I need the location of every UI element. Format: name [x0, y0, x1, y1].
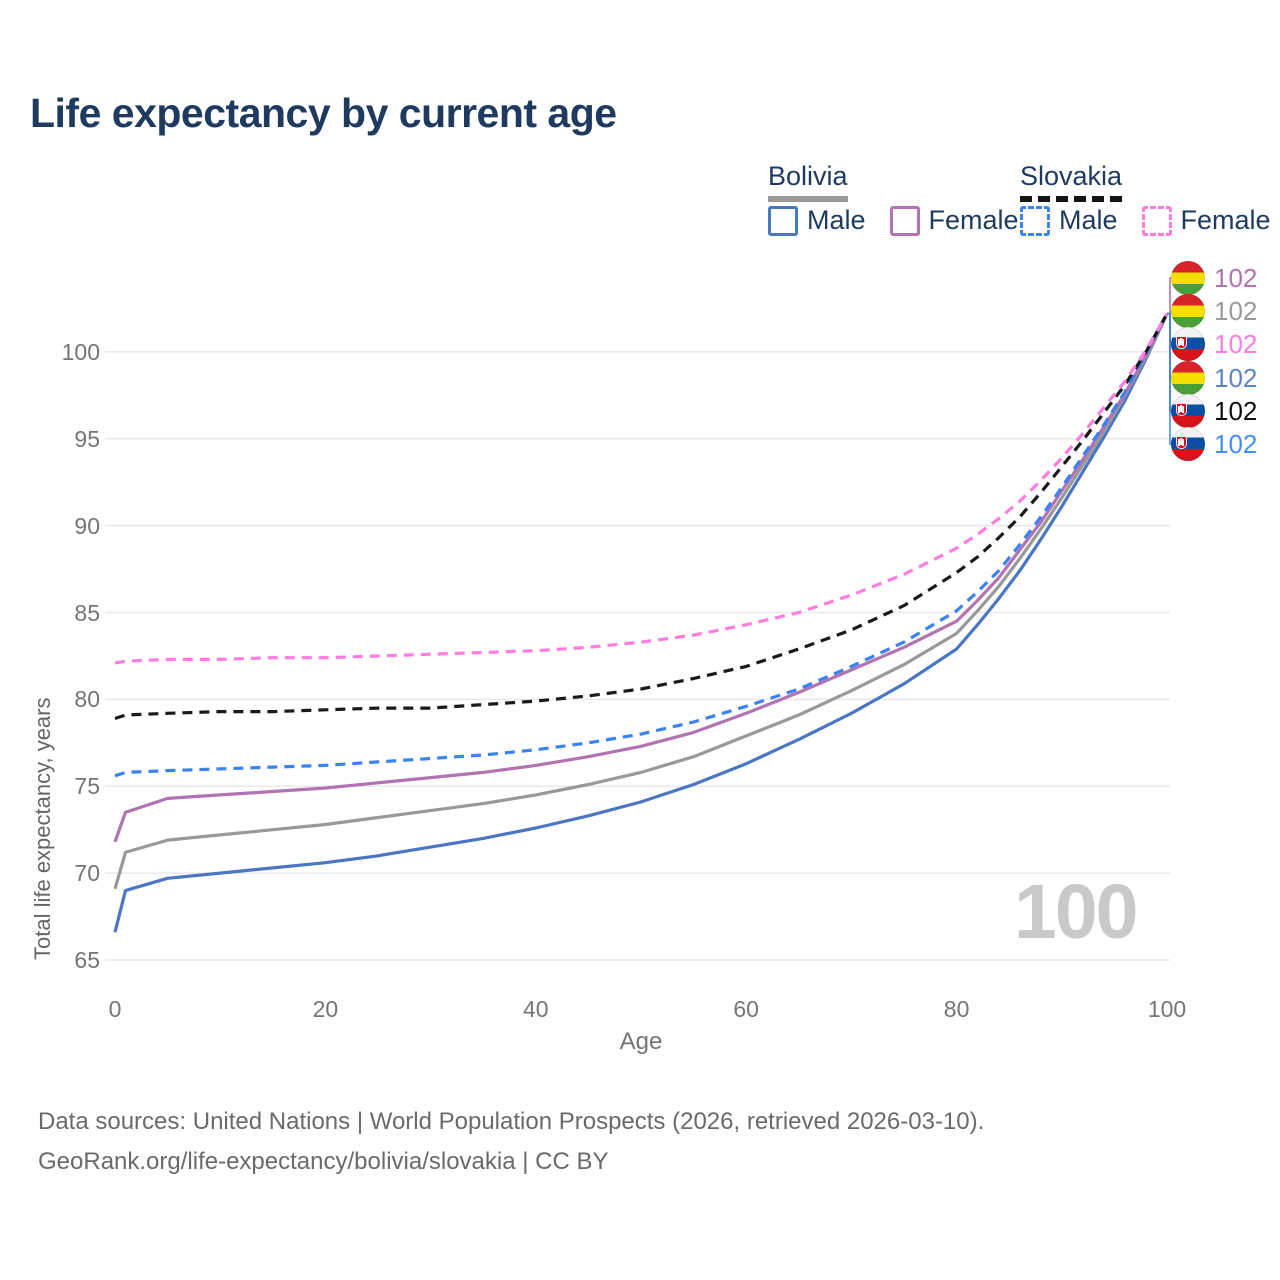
legend-label-slovakia-female: Female [1180, 205, 1271, 235]
x-tick-label: 80 [943, 996, 970, 1022]
y-tick-label: 80 [74, 686, 100, 713]
legend-group-bolivia: Bolivia Male Female [768, 161, 1019, 236]
legend-label-bolivia-female: Female [928, 205, 1019, 235]
end-label-row: 102 [1171, 360, 1258, 395]
y-tick-label: 85 [74, 599, 100, 626]
end-label-row: 102 [1171, 261, 1257, 295]
age-watermark: 100 [1014, 869, 1138, 955]
data-sources-text: Data sources: United Nations | World Pop… [38, 1108, 985, 1135]
end-label-row: 102 [1171, 294, 1258, 329]
bolivia-flag-icon [1171, 294, 1205, 329]
series-line-slovakia-both-sexes [114, 312, 1169, 721]
bolivia-line-style-swatch [768, 196, 848, 202]
x-tick-label: 20 [312, 996, 339, 1022]
legend-group-slovakia: Slovakia Male Female [1020, 161, 1271, 236]
end-value-label: 102 [1214, 263, 1258, 293]
series-line-bolivia-both-sexes [113, 313, 1169, 890]
legend-label-bolivia-male: Male [807, 205, 866, 235]
legend-swatch-bolivia-female[interactable] [889, 205, 920, 236]
series-line-slovakia-female [114, 312, 1169, 665]
slovakia-line-style-swatch [1020, 196, 1123, 202]
y-tick-label: 100 [61, 338, 100, 365]
slovakia-flag-icon [1171, 427, 1205, 461]
end-value-label: 102 [1214, 329, 1258, 360]
slovakia-flag-icon [1171, 327, 1205, 362]
y-tick-label: 75 [74, 773, 100, 800]
bolivia-flag-icon [1171, 261, 1205, 295]
y-tick-label: 65 [74, 947, 100, 973]
x-axis-title: Age [619, 1028, 663, 1055]
end-label-row: 102 [1171, 327, 1258, 362]
legend-item-bolivia-male[interactable]: Male [768, 205, 866, 236]
legend-country-bolivia[interactable]: Bolivia [768, 161, 848, 191]
legend-item-bolivia-female[interactable]: Female [889, 205, 1019, 236]
legend-item-slovakia-female[interactable]: Female [1141, 205, 1271, 236]
legend-swatch-bolivia-male[interactable] [768, 205, 798, 236]
x-tick-label: 0 [108, 996, 122, 1022]
y-tick-label: 90 [74, 512, 100, 539]
x-tick-label: 60 [733, 996, 759, 1022]
end-value-label: 102 [1214, 395, 1258, 426]
legend-label-slovakia-male: Male [1059, 205, 1118, 235]
end-label-row: 102 [1171, 393, 1258, 428]
bolivia-flag-icon [1171, 360, 1205, 395]
legend-item-slovakia-male[interactable]: Male [1020, 205, 1118, 236]
attribution-link-text: GeoRank.org/life-expectancy/bolivia/slov… [38, 1148, 609, 1175]
series-line-slovakia-male [114, 312, 1169, 778]
legend-swatch-slovakia-male[interactable] [1020, 205, 1050, 236]
end-label-row: 102 [1171, 427, 1257, 461]
slovakia-flag-icon [1171, 393, 1205, 428]
legend-country-slovakia[interactable]: Slovakia [1020, 161, 1123, 191]
x-tick-label: 40 [523, 996, 549, 1022]
end-value-label: 102 [1214, 429, 1258, 459]
end-value-label: 102 [1214, 296, 1258, 327]
series-line-bolivia-male [113, 313, 1169, 933]
page-title: Life expectancy by current age [30, 90, 617, 136]
end-value-label: 102 [1214, 362, 1258, 393]
y-tick-label: 95 [74, 425, 100, 452]
legend-swatch-slovakia-female[interactable] [1141, 205, 1172, 236]
y-tick-label: 70 [74, 860, 100, 887]
series-line-bolivia-female [113, 312, 1169, 843]
x-tick-label: 100 [1147, 996, 1187, 1022]
